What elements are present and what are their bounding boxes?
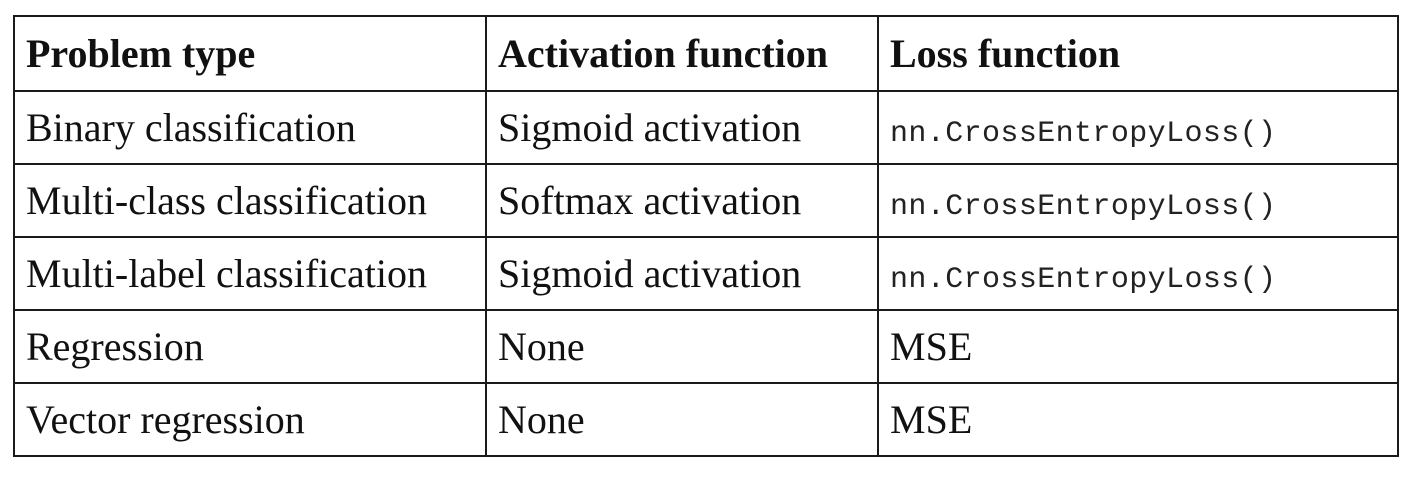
- loss-text: MSE: [890, 324, 973, 369]
- cell-activation: Softmax activation: [485, 163, 879, 238]
- cell-loss: MSE: [877, 309, 1399, 384]
- loss-code: nn.CrossEntropyLoss(): [890, 263, 1277, 297]
- header-problem-type: Problem type: [13, 15, 487, 92]
- loss-code: nn.CrossEntropyLoss(): [890, 190, 1277, 224]
- cell-loss: nn.CrossEntropyLoss(): [877, 236, 1399, 311]
- cell-problem-type: Multi-label classification: [13, 236, 487, 311]
- cell-activation: None: [485, 309, 879, 384]
- loss-activation-table: Problem type Activation function Loss fu…: [13, 15, 1399, 457]
- header-activation-function: Activation function: [485, 15, 879, 92]
- cell-loss: MSE: [877, 382, 1399, 457]
- cell-activation: Sigmoid activation: [485, 236, 879, 311]
- table-row: Regression None MSE: [13, 309, 1399, 384]
- table-header-row: Problem type Activation function Loss fu…: [13, 15, 1399, 92]
- table-row: Multi-class classification Softmax activ…: [13, 163, 1399, 238]
- header-loss-function: Loss function: [877, 15, 1399, 92]
- cell-activation: Sigmoid activation: [485, 90, 879, 165]
- cell-activation: None: [485, 382, 879, 457]
- cell-loss: nn.CrossEntropyLoss(): [877, 163, 1399, 238]
- cell-problem-type: Regression: [13, 309, 487, 384]
- table-row: Multi-label classification Sigmoid activ…: [13, 236, 1399, 311]
- loss-text: MSE: [890, 397, 973, 442]
- table-row: Vector regression None MSE: [13, 382, 1399, 457]
- cell-loss: nn.CrossEntropyLoss(): [877, 90, 1399, 165]
- cell-problem-type: Multi-class classification: [13, 163, 487, 238]
- cell-problem-type: Vector regression: [13, 382, 487, 457]
- loss-code: nn.CrossEntropyLoss(): [890, 117, 1277, 151]
- table-row: Binary classification Sigmoid activation…: [13, 90, 1399, 165]
- cell-problem-type: Binary classification: [13, 90, 487, 165]
